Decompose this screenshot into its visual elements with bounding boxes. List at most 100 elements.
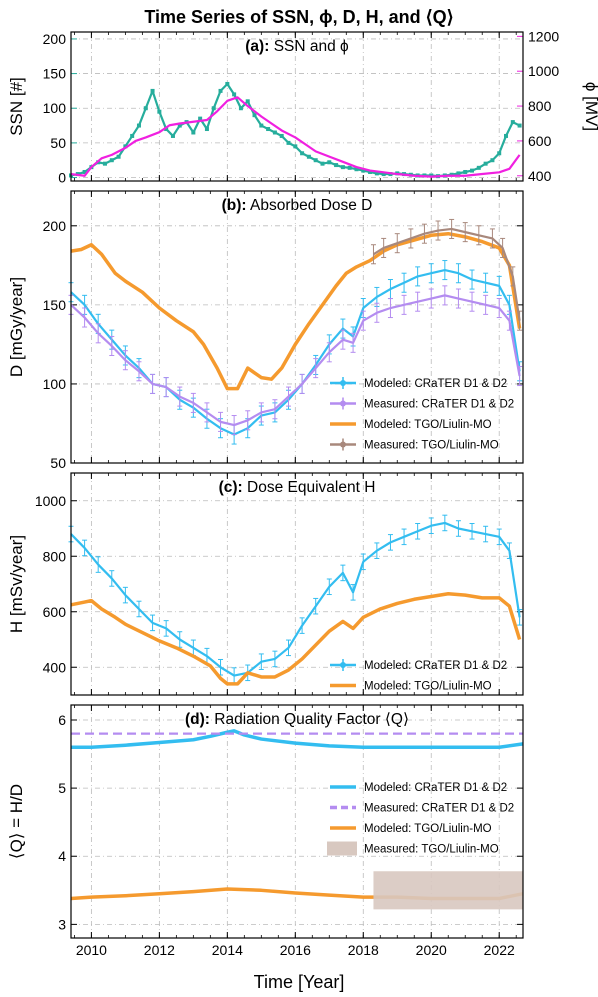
legend-label: Modeled: TGO/Liulin-MO bbox=[364, 681, 492, 693]
series-modeled-crater-d1-d2-line bbox=[70, 521, 521, 677]
ssn-point bbox=[116, 154, 121, 159]
y-tick-label: 3 bbox=[58, 916, 66, 932]
ssn-point bbox=[136, 123, 141, 128]
y-tick-label: 600 bbox=[43, 604, 67, 620]
y-axis-label: ⟨Q⟩ = H/D bbox=[7, 784, 26, 859]
ssn-point bbox=[252, 113, 257, 118]
y-axis-label: D [mGy/year] bbox=[7, 277, 26, 377]
ssn-point bbox=[204, 127, 209, 132]
y-tick-label: 200 bbox=[43, 218, 67, 234]
y-tick-label: 4 bbox=[58, 848, 66, 864]
ssn-point bbox=[470, 168, 475, 173]
y2-tick-label: 600 bbox=[528, 133, 552, 149]
y-tick-label: 200 bbox=[43, 31, 67, 47]
ssn-point bbox=[279, 133, 284, 138]
x-tick-label: 2012 bbox=[144, 942, 175, 958]
ssn-point bbox=[340, 165, 345, 170]
x-axis-label: Time [Year] bbox=[254, 972, 345, 992]
ssn-point bbox=[225, 81, 230, 86]
ssn-point bbox=[306, 154, 311, 159]
ssn-point bbox=[456, 171, 461, 176]
ssn-point bbox=[266, 127, 271, 132]
x-tick-label: 2016 bbox=[280, 942, 311, 958]
y2-axis-label: ϕ [MV] bbox=[582, 82, 598, 131]
y-tick-label: 6 bbox=[58, 712, 66, 728]
panel-b: 50 100 150 200 (b): Absorbed Dose D D [mGy/ye… bbox=[7, 190, 524, 471]
ssn-point bbox=[381, 172, 386, 177]
plot-frame bbox=[70, 704, 524, 939]
panel-title-text: Absorbed Dose D bbox=[250, 197, 372, 214]
panel-title: (c): Dose Equivalent H bbox=[219, 479, 376, 496]
ssn-point bbox=[313, 158, 318, 163]
panel-title-text: Radiation Quality Factor ⟨Q⟩ bbox=[214, 711, 409, 728]
ssn-point bbox=[259, 123, 264, 128]
panel-title-tag: (d): bbox=[185, 711, 210, 728]
series-modeled-crater-d1-d2-line bbox=[71, 729, 524, 749]
series-measured-crater-d1-d2-line bbox=[70, 294, 521, 427]
ssn-point bbox=[463, 169, 468, 174]
y-tick-label: 150 bbox=[43, 297, 67, 313]
legend-label: Modeled: CRaTER D1 & D2 bbox=[364, 660, 507, 672]
ssn-point bbox=[504, 133, 509, 138]
x-tick-label: 2014 bbox=[212, 942, 243, 958]
ssn-point bbox=[177, 123, 182, 128]
plot-frame bbox=[70, 472, 524, 696]
ssn-point bbox=[232, 92, 237, 97]
panel-c: 400 600 800 1000 (c): Dose Equivalent H H [mS… bbox=[7, 472, 524, 696]
panel-title-tag: (a): bbox=[245, 38, 269, 55]
ssn-point bbox=[109, 158, 114, 163]
ssn-point bbox=[476, 165, 481, 170]
y-tick-label: 5 bbox=[58, 780, 66, 796]
legend-marker bbox=[340, 662, 346, 668]
panel-d: 2010 2012 2014 2016 2018 2020 2022 3 4 5 6 (d): Rad… bbox=[7, 704, 524, 958]
panel-title-tag: (c): bbox=[219, 479, 243, 496]
ssn-point bbox=[483, 161, 488, 166]
series-measured-tgo-liulin-mo-band bbox=[373, 871, 523, 910]
y2-tick-label: 800 bbox=[528, 98, 552, 114]
ssn-point bbox=[429, 173, 434, 178]
panels: 0 50 100 150 200 400 600 800 1000 1200 (a): SSN an… bbox=[7, 28, 598, 958]
x-tick-label: 2018 bbox=[348, 942, 379, 958]
panel-a: 0 50 100 150 200 400 600 800 1000 1200 (a): SSN an… bbox=[7, 28, 598, 185]
series-measured-tgo-liulin-mo-line bbox=[372, 227, 521, 321]
series-modeled-tgo-liulin-mo-line bbox=[70, 591, 522, 686]
ssn-point bbox=[361, 168, 366, 173]
ssn-point bbox=[238, 106, 243, 111]
legend-label: Modeled: TGO/Liulin-MO bbox=[364, 419, 492, 431]
ssn-point bbox=[102, 161, 107, 166]
x-tick-label: 2022 bbox=[484, 942, 515, 958]
y-axis-label: H [mSv/year] bbox=[7, 535, 26, 633]
ssn-point bbox=[157, 109, 162, 114]
legend-marker bbox=[340, 441, 346, 448]
legend-label: Measured: TGO/Liulin-MO bbox=[364, 844, 499, 856]
ssn-point bbox=[143, 106, 148, 111]
ssn-point bbox=[211, 106, 216, 111]
ssn-point bbox=[334, 163, 339, 168]
ssn-point bbox=[497, 151, 502, 156]
y-axis-label: SSN [#] bbox=[7, 77, 26, 136]
ssn-point bbox=[517, 123, 522, 128]
x-tick-label: 2020 bbox=[416, 942, 447, 958]
ssn-point bbox=[490, 158, 495, 163]
panel-title: (d): Radiation Quality Factor ⟨Q⟩ bbox=[185, 711, 409, 728]
legend-label: Modeled: CRaTER D1 & D2 bbox=[364, 782, 507, 794]
ssn-point bbox=[218, 88, 223, 93]
plot-frame bbox=[70, 31, 524, 182]
ssn-point bbox=[245, 99, 250, 104]
ssn-point bbox=[130, 133, 135, 138]
legend-marker bbox=[340, 400, 346, 407]
y-tick-label: 0 bbox=[58, 170, 66, 186]
legend-swatch bbox=[327, 841, 357, 856]
y-tick-label: 400 bbox=[43, 659, 67, 675]
ssn-point bbox=[286, 140, 291, 145]
y-tick-label: 150 bbox=[43, 66, 67, 82]
ssn-point bbox=[123, 144, 128, 149]
y2-tick-label: 400 bbox=[528, 168, 552, 184]
ssn-point bbox=[347, 165, 352, 170]
legend-label: Measured: CRaTER D1 & D2 bbox=[364, 399, 514, 411]
ssn-point bbox=[198, 116, 203, 121]
ssn-point bbox=[272, 130, 277, 135]
y2-tick-label: 1000 bbox=[528, 63, 559, 79]
ssn-point bbox=[170, 133, 175, 138]
ssn-point bbox=[293, 144, 298, 149]
